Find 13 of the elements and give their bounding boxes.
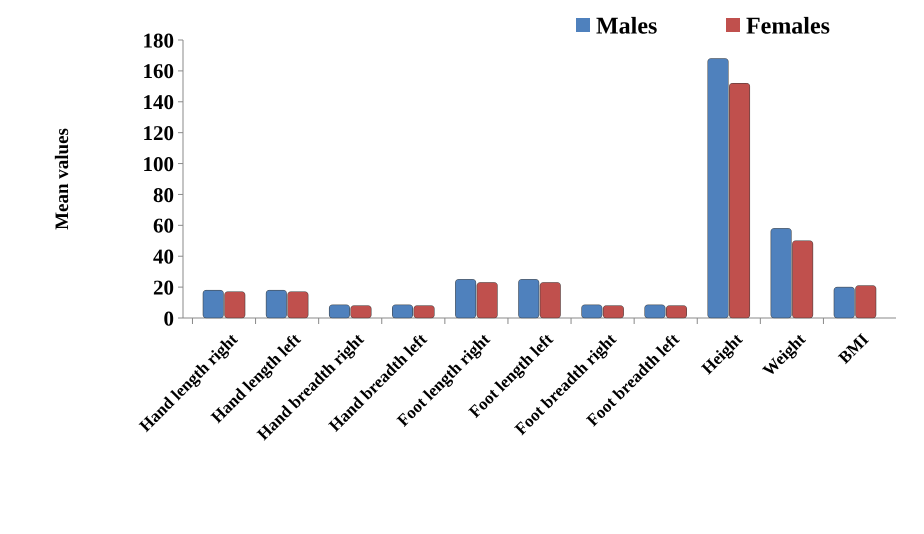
legend-label: Females (746, 13, 830, 40)
y-tick-label: 140 (142, 90, 174, 114)
y-axis-title: Mean values (52, 128, 73, 230)
y-tick-label: 40 (153, 244, 174, 269)
y-tick-label: 0 (164, 306, 174, 330)
y-tick-label: 80 (153, 182, 174, 207)
y-tick-label: 60 (153, 214, 174, 238)
y-tick-label: 120 (142, 121, 174, 146)
y-tick-label: 20 (153, 275, 174, 300)
y-tick-label: 180 (142, 28, 174, 52)
y-tick-label: 160 (142, 59, 174, 84)
legend-label: Males (596, 13, 658, 40)
y-tick-label: 100 (142, 152, 174, 176)
